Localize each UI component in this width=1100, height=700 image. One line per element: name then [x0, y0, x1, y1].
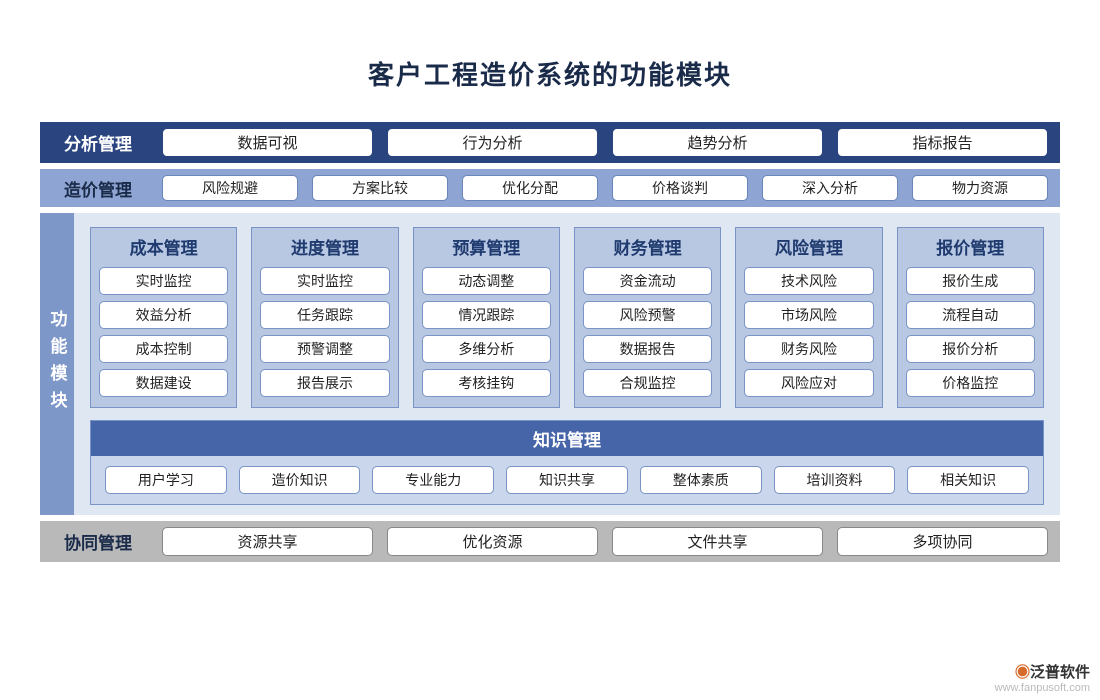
module-2-item-3: 考核挂钩 — [422, 369, 551, 397]
watermark-name-text: 泛普软件 — [1030, 664, 1090, 681]
module-title-4: 风险管理 — [744, 234, 873, 259]
pill-analysis-0: 数据可视 — [162, 128, 373, 157]
core-label: 功能模块 — [40, 213, 74, 515]
core-grid: 成本管理 实时监控 效益分析 成本控制 数据建设 进度管理 实时监控 任务跟踪 … — [90, 227, 1044, 408]
module-budget-mgmt: 预算管理 动态调整 情况跟踪 多维分析 考核挂钩 — [413, 227, 560, 408]
module-4-item-3: 风险应对 — [744, 369, 873, 397]
watermark: ◉泛普软件 www.fanpusoft.com — [995, 665, 1090, 694]
pill-cost-0: 风险规避 — [162, 175, 298, 201]
row-coop-label: 协同管理 — [40, 521, 156, 562]
knowledge-title: 知识管理 — [91, 421, 1043, 456]
module-3-item-1: 风险预警 — [583, 301, 712, 329]
page-title: 客户工程造价系统的功能模块 — [40, 55, 1060, 92]
module-5-item-0: 报价生成 — [906, 267, 1035, 295]
knowledge-item-5: 培训资料 — [774, 466, 896, 494]
module-3-item-0: 资金流动 — [583, 267, 712, 295]
row-analysis: 分析管理 数据可视 行为分析 趋势分析 指标报告 — [40, 122, 1060, 163]
knowledge-item-6: 相关知识 — [907, 466, 1029, 494]
row-cost: 造价管理 风险规避 方案比较 优化分配 价格谈判 深入分析 物力资源 — [40, 169, 1060, 207]
knowledge-item-4: 整体素质 — [640, 466, 762, 494]
core-body: 成本管理 实时监控 效益分析 成本控制 数据建设 进度管理 实时监控 任务跟踪 … — [74, 213, 1060, 515]
module-title-1: 进度管理 — [260, 234, 389, 259]
module-4-item-0: 技术风险 — [744, 267, 873, 295]
row-analysis-label: 分析管理 — [40, 122, 156, 163]
module-5-item-3: 价格监控 — [906, 369, 1035, 397]
module-title-2: 预算管理 — [422, 234, 551, 259]
knowledge-item-2: 专业能力 — [372, 466, 494, 494]
module-2-item-2: 多维分析 — [422, 335, 551, 363]
row-analysis-body: 数据可视 行为分析 趋势分析 指标报告 — [156, 122, 1060, 163]
pill-cost-4: 深入分析 — [762, 175, 898, 201]
pill-analysis-3: 指标报告 — [837, 128, 1048, 157]
module-4-item-2: 财务风险 — [744, 335, 873, 363]
module-title-3: 财务管理 — [583, 234, 712, 259]
watermark-url: www.fanpusoft.com — [995, 682, 1090, 694]
pill-coop-2: 文件共享 — [612, 527, 823, 556]
module-4-item-1: 市场风险 — [744, 301, 873, 329]
module-1-item-2: 预警调整 — [260, 335, 389, 363]
knowledge-item-1: 造价知识 — [239, 466, 361, 494]
core-section: 功能模块 成本管理 实时监控 效益分析 成本控制 数据建设 进度管理 实时监控 … — [40, 213, 1060, 515]
module-0-item-1: 效益分析 — [99, 301, 228, 329]
module-3-item-3: 合规监控 — [583, 369, 712, 397]
pill-analysis-2: 趋势分析 — [612, 128, 823, 157]
module-2-item-1: 情况跟踪 — [422, 301, 551, 329]
pill-cost-2: 优化分配 — [462, 175, 598, 201]
logo-icon: ◉ — [1015, 664, 1030, 681]
knowledge-item-0: 用户学习 — [105, 466, 227, 494]
module-progress-mgmt: 进度管理 实时监控 任务跟踪 预警调整 报告展示 — [251, 227, 398, 408]
module-1-item-0: 实时监控 — [260, 267, 389, 295]
pill-cost-1: 方案比较 — [312, 175, 448, 201]
knowledge-section: 知识管理 用户学习 造价知识 专业能力 知识共享 整体素质 培训资料 相关知识 — [90, 420, 1044, 505]
module-quote-mgmt: 报价管理 报价生成 流程自动 报价分析 价格监控 — [897, 227, 1044, 408]
watermark-name: ◉泛普软件 — [995, 665, 1090, 682]
row-coop: 协同管理 资源共享 优化资源 文件共享 多项协同 — [40, 521, 1060, 562]
module-1-item-1: 任务跟踪 — [260, 301, 389, 329]
pill-coop-3: 多项协同 — [837, 527, 1048, 556]
pill-coop-0: 资源共享 — [162, 527, 373, 556]
row-coop-body: 资源共享 优化资源 文件共享 多项协同 — [156, 521, 1060, 562]
row-cost-label: 造价管理 — [40, 169, 156, 207]
pill-analysis-1: 行为分析 — [387, 128, 598, 157]
module-5-item-1: 流程自动 — [906, 301, 1035, 329]
module-cost-mgmt: 成本管理 实时监控 效益分析 成本控制 数据建设 — [90, 227, 237, 408]
module-3-item-2: 数据报告 — [583, 335, 712, 363]
module-risk-mgmt: 风险管理 技术风险 市场风险 财务风险 风险应对 — [735, 227, 882, 408]
row-cost-body: 风险规避 方案比较 优化分配 价格谈判 深入分析 物力资源 — [156, 169, 1060, 207]
module-title-0: 成本管理 — [99, 234, 228, 259]
pill-cost-5: 物力资源 — [912, 175, 1048, 201]
knowledge-body: 用户学习 造价知识 专业能力 知识共享 整体素质 培训资料 相关知识 — [91, 456, 1043, 504]
pill-cost-3: 价格谈判 — [612, 175, 748, 201]
module-5-item-2: 报价分析 — [906, 335, 1035, 363]
module-0-item-2: 成本控制 — [99, 335, 228, 363]
pill-coop-1: 优化资源 — [387, 527, 598, 556]
module-2-item-0: 动态调整 — [422, 267, 551, 295]
module-0-item-0: 实时监控 — [99, 267, 228, 295]
module-1-item-3: 报告展示 — [260, 369, 389, 397]
diagram-canvas: 客户工程造价系统的功能模块 分析管理 数据可视 行为分析 趋势分析 指标报告 造… — [0, 0, 1100, 588]
module-title-5: 报价管理 — [906, 234, 1035, 259]
module-0-item-3: 数据建设 — [99, 369, 228, 397]
knowledge-item-3: 知识共享 — [506, 466, 628, 494]
module-finance-mgmt: 财务管理 资金流动 风险预警 数据报告 合规监控 — [574, 227, 721, 408]
